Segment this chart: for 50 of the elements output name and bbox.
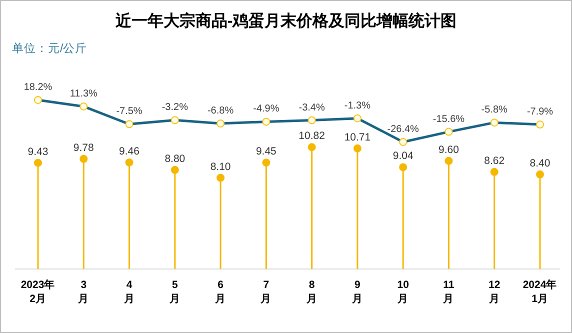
data-label: 8.10 [210,160,231,173]
point [536,170,544,178]
x-tick-label: 4 月 [122,279,135,305]
x-tick-label: 3 月 [77,279,90,305]
point [80,154,88,163]
point [170,166,179,174]
data-label: -5.8% [481,104,508,116]
data-label: -3.4% [298,102,325,114]
point [399,163,408,172]
point [34,158,42,167]
point [308,143,316,152]
data-label: -7.9% [526,106,554,118]
data-label: -4.9% [253,104,280,115]
data-label: -3.2% [162,102,188,114]
x-tick-label: 8 月 [305,279,318,305]
data-label: 11.3% [70,88,98,100]
x-tick-label: 6 月 [214,279,226,305]
data-label: 9.60 [438,144,460,156]
x-tick-label: 9 月 [350,279,363,305]
x-tick-label: 2023年 2月 [20,278,56,305]
point [444,156,453,165]
data-label: 18.2% [24,82,52,93]
data-label: 9.43 [28,146,48,158]
point [125,158,134,166]
point [216,174,225,182]
data-label: 8.62 [484,154,505,167]
data-label: 10.82 [298,130,326,142]
data-label: -7.5% [116,106,142,118]
data-label: 9.78 [73,142,94,154]
data-label: -6.8% [207,106,234,117]
data-label: -15.6% [432,114,465,125]
data-label: -1.3% [344,100,371,112]
data-label: -26.4% [387,124,420,135]
data-label: 9.46 [119,145,140,158]
data-label: 9.04 [392,150,414,162]
x-tick-label: 5 月 [168,279,180,305]
x-tick-label: 7 月 [260,279,272,305]
point [490,168,498,176]
x-tick-label: 12 月 [488,279,500,305]
data-label: 8.80 [164,152,186,165]
text: 近一年大宗商品-鸡蛋月末价格及同比增幅统计图 [114,11,457,30]
x-tick-label: 10 月 [396,279,410,305]
x-tick-label: 2024年 1月 [522,278,558,305]
point [353,144,362,152]
data-label: 9.45 [256,146,277,158]
data-label: 8.40 [530,157,550,170]
x-tick-label: 11 月 [442,279,454,305]
data-label: 10.71 [344,131,371,144]
point [262,158,270,167]
text: 单位：元/公斤 [12,42,88,55]
